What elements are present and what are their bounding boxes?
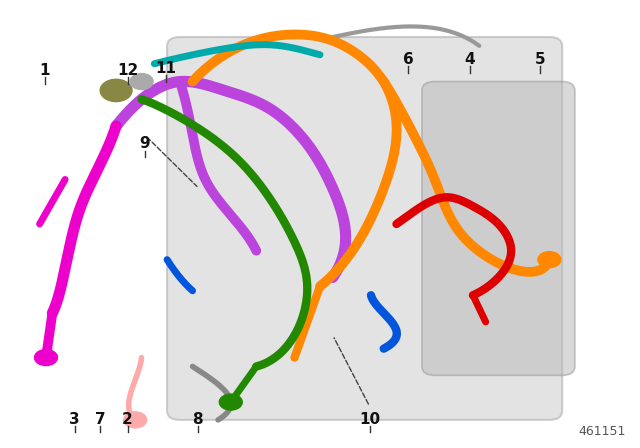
Text: 11: 11 (156, 60, 176, 76)
Text: 2: 2 (122, 412, 133, 426)
Text: 8: 8 (193, 412, 203, 426)
Text: 12: 12 (117, 63, 138, 78)
Text: 9: 9 (140, 136, 150, 151)
Text: 1: 1 (40, 63, 50, 78)
Circle shape (35, 349, 58, 366)
Text: 4: 4 (465, 52, 475, 67)
Text: 7: 7 (95, 412, 106, 426)
Circle shape (130, 73, 153, 90)
Text: 10: 10 (359, 412, 380, 426)
Text: 461151: 461151 (579, 425, 626, 438)
Circle shape (220, 394, 243, 410)
Circle shape (100, 79, 132, 102)
Text: 3: 3 (69, 412, 80, 426)
Text: 5: 5 (534, 52, 545, 67)
Circle shape (124, 412, 147, 428)
FancyBboxPatch shape (167, 37, 562, 420)
Text: 6: 6 (403, 52, 413, 67)
Circle shape (538, 252, 561, 267)
FancyBboxPatch shape (422, 82, 575, 375)
